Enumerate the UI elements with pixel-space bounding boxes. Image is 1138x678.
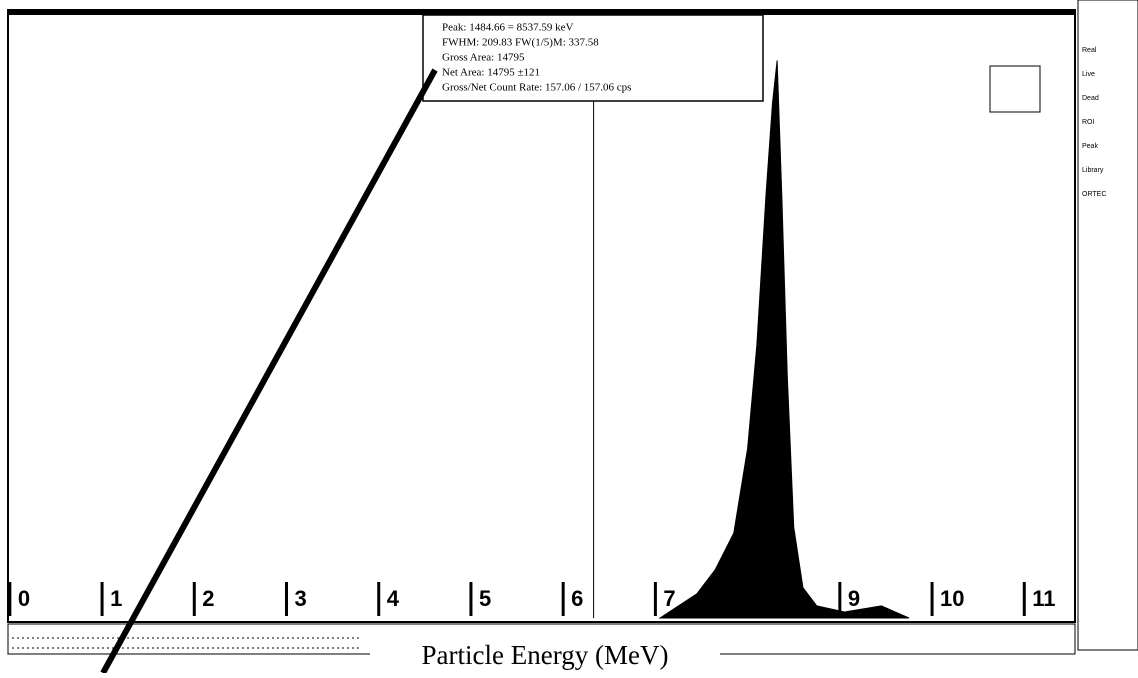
marks: 01234567891011 (8, 12, 1056, 619)
x-tick-label: 0 (18, 586, 30, 611)
x-tick-label: 2 (202, 586, 214, 611)
sidebar-label: Dead (1082, 95, 1099, 102)
x-tick-label: 4 (387, 586, 400, 611)
pointer-line (100, 68, 438, 675)
annotation-line: Gross/Net Count Rate: 157.06 / 157.06 cp… (442, 82, 631, 94)
side-panel (1077, 0, 1138, 651)
sidebar-label: ROI (1082, 119, 1095, 126)
annotation: Peak: 1484.66 = 8537.59 keV FWHM: 209.83 … (442, 22, 631, 94)
sidebar-label: Live (1082, 71, 1095, 78)
sidebar-label: Peak (1082, 143, 1098, 150)
title-bar (8, 10, 1075, 15)
sidebar-label: Library (1082, 167, 1104, 174)
spectrum-area (658, 60, 910, 619)
annotation-line: Net Area: 14795 ±121 (442, 67, 540, 79)
sidebar: Real Live Dead ROI Peak Library ORTEC (1082, 47, 1106, 198)
annotation-line: Peak: 1484.66 = 8537.59 keV (442, 22, 574, 34)
peak-info-box (422, 14, 764, 102)
x-tick-label: 10 (940, 586, 964, 611)
x-tick-label: 11 (1032, 586, 1055, 611)
annotation-line: Gross Area: 14795 (442, 52, 525, 64)
annotation-line: FWHM: 209.83 FW(1/5)M: 337.58 (442, 37, 599, 49)
marker-box (989, 65, 1041, 113)
x-tick-label: 6 (571, 586, 583, 611)
x-tick-label: 7 (663, 586, 675, 611)
x-axis-label: Particle Energy (MeV) (422, 640, 669, 670)
x-tick-label: 9 (848, 586, 860, 611)
label-backdrop (370, 640, 720, 673)
x-tick-label: 3 (295, 586, 307, 611)
sidebar-label: Real (1082, 47, 1097, 54)
x-tick-label: 1 (110, 586, 122, 611)
x-tick-label: 5 (479, 586, 491, 611)
sidebar-label: ORTEC (1082, 191, 1106, 198)
